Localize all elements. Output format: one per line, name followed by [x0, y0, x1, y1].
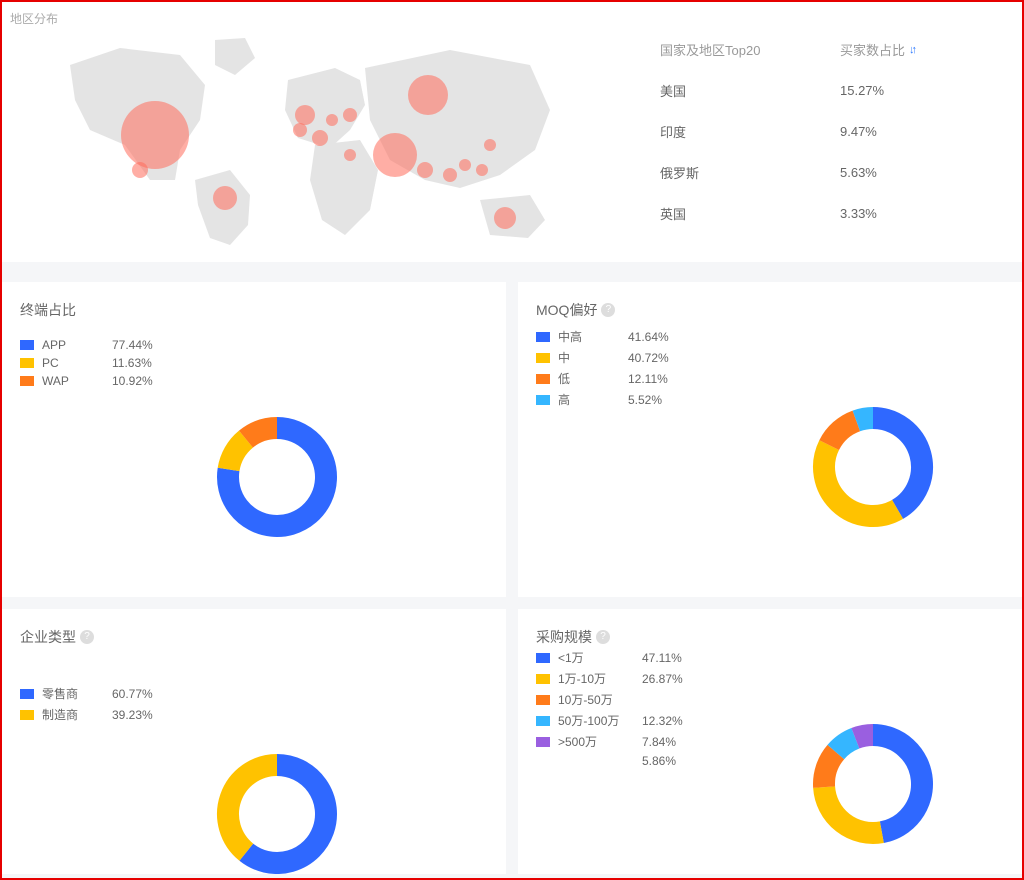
legend-value: 60.77%	[112, 687, 153, 701]
legend-swatch	[20, 710, 34, 720]
legend-swatch	[536, 737, 550, 747]
region-table-row: 英国3.33%	[660, 204, 1004, 223]
legend-value: 39.23%	[112, 708, 153, 722]
region-country: 英国	[660, 204, 840, 223]
region-table-header-country: 国家及地区Top20	[660, 40, 840, 59]
legend-value: 5.86%	[642, 754, 676, 768]
region-pct: 15.27%	[840, 81, 960, 100]
region-table-header-pct[interactable]: 买家数占比 ↓↑	[840, 40, 960, 59]
legend-moq: 中高41.64%中40.72%低12.11%高5.52%	[536, 328, 669, 412]
panel-title-purchase: 采购规模 ?	[536, 627, 1004, 647]
legend-row: WAP10.92%	[20, 374, 153, 388]
legend-value: 11.63%	[112, 356, 152, 370]
legend-label: 中高	[558, 328, 628, 345]
legend-row: 低12.11%	[536, 370, 669, 387]
legend-label: 50万-100万	[558, 712, 642, 729]
help-icon[interactable]: ?	[601, 303, 615, 317]
legend-value: 7.84%	[642, 735, 676, 749]
legend-value: 40.72%	[628, 351, 669, 365]
legend-row: 50万-100万12.32%	[536, 712, 683, 729]
region-table-row: 印度9.47%	[660, 122, 1004, 141]
legend-row: 制造商39.23%	[20, 706, 153, 723]
legend-label: 高	[558, 391, 628, 408]
legend-label: 1万-10万	[558, 670, 642, 687]
region-distribution-card: 地区分布 国家及地区Top20 买家数占比 ↓↑ 美国15.27% 印度9.47%…	[2, 2, 1022, 262]
legend-swatch	[20, 689, 34, 699]
legend-row: 10万-50万	[536, 691, 683, 708]
legend-row: PC11.63%	[20, 356, 153, 370]
legend-swatch	[536, 695, 550, 705]
help-icon[interactable]: ?	[596, 630, 610, 644]
dashboard-frame: 地区分布 国家及地区Top20 买家数占比 ↓↑ 美国15.27% 印度9.47%…	[0, 0, 1024, 880]
legend-biztype: 零售商60.77%制造商39.23%	[20, 685, 153, 727]
panel-biztype: 企业类型 ? 零售商60.77%制造商39.23%	[2, 609, 506, 874]
legend-row: 中高41.64%	[536, 328, 669, 345]
panel-purchase: 采购规模 ? <1万47.11%1万-10万26.87%10万-50万50万-1…	[518, 609, 1022, 874]
donut-terminal	[202, 402, 352, 552]
legend-swatch	[536, 674, 550, 684]
legend-label: >500万	[558, 733, 642, 750]
legend-swatch	[536, 332, 550, 342]
donut-biztype	[202, 739, 352, 874]
panel-title-terminal: 终端占比	[20, 300, 488, 320]
legend-purchase: <1万47.11%1万-10万26.87%10万-50万50万-100万12.3…	[536, 649, 683, 772]
legend-value: 47.11%	[642, 651, 682, 665]
donut-moq	[798, 392, 948, 542]
legend-label: 10万-50万	[558, 691, 642, 708]
legend-label: 制造商	[42, 706, 112, 723]
panel-moq: MOQ偏好 ? 中高41.64%中40.72%低12.11%高5.52%	[518, 282, 1022, 597]
legend-value: 41.64%	[628, 330, 669, 344]
world-map: 地区分布	[10, 10, 660, 254]
legend-row: 1万-10万26.87%	[536, 670, 683, 687]
region-pct: 9.47%	[840, 122, 960, 141]
legend-value: 12.32%	[642, 714, 683, 728]
legend-value: 77.44%	[112, 338, 153, 352]
legend-swatch	[20, 376, 34, 386]
region-country: 俄罗斯	[660, 163, 840, 182]
legend-row: APP77.44%	[20, 338, 153, 352]
legend-label: WAP	[42, 374, 112, 388]
legend-label: 低	[558, 370, 628, 387]
sort-icon[interactable]: ↓↑	[909, 44, 914, 56]
panel-grid: 终端占比 APP77.44%PC11.63%WAP10.92% MOQ偏好 ? …	[2, 282, 1022, 874]
legend-label: PC	[42, 356, 112, 370]
region-table-row: 美国15.27%	[660, 81, 1004, 100]
legend-swatch	[20, 340, 34, 350]
legend-swatch	[536, 374, 550, 384]
legend-row: <1万47.11%	[536, 649, 683, 666]
legend-terminal: APP77.44%PC11.63%WAP10.92%	[20, 338, 153, 392]
legend-swatch	[536, 353, 550, 363]
donut-purchase	[798, 709, 948, 859]
legend-row: 中40.72%	[536, 349, 669, 366]
panel-terminal: 终端占比 APP77.44%PC11.63%WAP10.92%	[2, 282, 506, 597]
legend-row: >500万7.84%	[536, 733, 683, 750]
world-map-svg	[30, 20, 590, 250]
legend-value: 26.87%	[642, 672, 683, 686]
region-table: 国家及地区Top20 买家数占比 ↓↑ 美国15.27% 印度9.47% 俄罗斯5.…	[660, 10, 1004, 254]
legend-swatch	[20, 358, 34, 368]
legend-row: 5.86%	[536, 754, 683, 768]
legend-label: <1万	[558, 649, 642, 666]
legend-value: 5.52%	[628, 393, 662, 407]
help-icon[interactable]: ?	[80, 630, 94, 644]
legend-swatch	[536, 653, 550, 663]
legend-label: 中	[558, 349, 628, 366]
legend-swatch	[536, 716, 550, 726]
legend-row: 零售商60.77%	[20, 685, 153, 702]
legend-label: APP	[42, 338, 112, 352]
legend-value: 10.92%	[112, 374, 153, 388]
legend-value: 12.11%	[628, 372, 668, 386]
region-pct: 3.33%	[840, 204, 960, 223]
legend-label: 零售商	[42, 685, 112, 702]
region-country: 美国	[660, 81, 840, 100]
region-country: 印度	[660, 122, 840, 141]
legend-row: 高5.52%	[536, 391, 669, 408]
legend-swatch	[536, 395, 550, 405]
panel-title-moq: MOQ偏好 ?	[536, 300, 1004, 320]
region-table-row: 俄罗斯5.63%	[660, 163, 1004, 182]
panel-title-biztype: 企业类型 ?	[20, 627, 488, 647]
region-pct: 5.63%	[840, 163, 960, 182]
